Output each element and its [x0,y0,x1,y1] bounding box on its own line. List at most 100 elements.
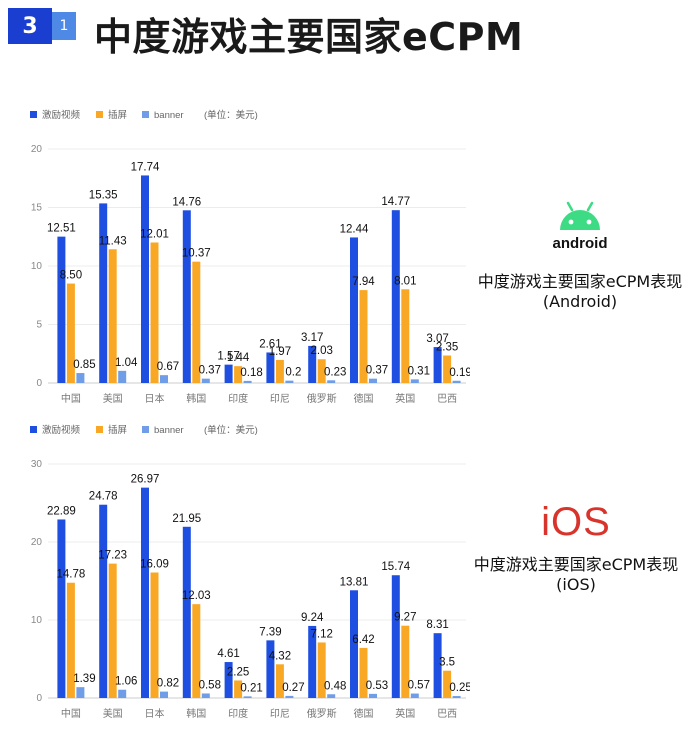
data-label-1-6: 2.03 [311,345,333,357]
ios-caption: 中度游戏主要国家eCPM表现 (iOS) [466,555,686,595]
data-label-0-3: 21.95 [172,513,201,525]
data-label-2-5: 0.2 [285,367,301,379]
legend-swatch-2 [142,426,149,433]
legend-swatch-0 [30,111,37,118]
x-tick-label: 日本 [145,707,165,720]
bar-2-4 [243,696,252,698]
x-tick-label: 俄罗斯 [307,392,337,405]
bar-1-6 [317,642,326,698]
y-tick-label: 5 [36,320,42,331]
ios-logo: iOS [541,500,611,544]
y-tick-label: 10 [31,261,43,272]
data-label-1-7: 6.42 [352,634,374,646]
bar-0-4 [224,364,233,383]
bar-1-7 [359,290,368,383]
bar-1-4 [234,680,243,698]
legend-swatch-0 [30,426,37,433]
bar-2-5 [285,695,294,698]
bar-0-4 [224,662,233,698]
bar-0-7 [350,237,358,383]
bar-1-1 [108,563,117,698]
data-label-1-3: 12.03 [182,590,211,602]
bar-0-3 [182,210,191,383]
x-tick-label: 巴西 [437,393,457,405]
data-label-2-8: 0.57 [408,680,430,692]
data-label-1-0: 8.50 [60,270,82,282]
data-label-2-9: 0.25 [449,682,470,694]
data-label-2-1: 1.06 [115,676,137,688]
bar-2-9 [452,380,461,383]
data-label-0-3: 14.76 [172,196,201,208]
x-tick-label: 巴西 [437,708,457,720]
legend-swatch-2 [142,111,149,118]
bar-2-2 [160,691,168,698]
bar-2-2 [160,375,168,383]
data-label-0-1: 15.35 [89,189,118,201]
bar-1-3 [192,261,201,383]
android-caption-platform: (Android) [542,292,618,311]
bar-2-1 [118,689,127,698]
data-label-0-0: 12.51 [47,223,76,235]
x-tick-label: 德国 [354,707,374,720]
y-tick-label: 0 [36,693,42,704]
bar-0-8 [391,575,400,698]
bar-0-6 [308,345,317,383]
data-label-1-1: 17.23 [98,550,127,562]
bar-2-9 [452,696,461,698]
data-label-1-0: 14.78 [57,569,86,581]
y-tick-label: 20 [31,144,43,155]
section-number-badge: 3 [8,8,52,44]
data-label-0-5: 7.39 [259,626,281,638]
data-label-2-4: 0.18 [240,367,262,379]
legend-unit-note: (单位：美元) [204,109,258,121]
bar-1-0 [66,283,75,383]
bar-0-3 [182,526,191,698]
x-tick-label: 日本 [145,392,165,405]
legend-label-2: banner [154,425,184,436]
bar-1-1 [108,249,117,383]
bar-1-5 [275,359,284,383]
data-label-2-2: 0.82 [157,678,179,690]
bar-0-9 [433,633,442,698]
android-logo-text: android [553,235,608,252]
bar-1-3 [192,604,201,698]
bar-0-1 [99,504,108,698]
y-tick-label: 30 [31,459,43,470]
bar-2-8 [410,693,419,698]
data-label-2-1: 1.04 [115,357,138,369]
data-label-1-4: 2.25 [227,666,249,678]
data-label-1-6: 7.12 [311,628,333,640]
android-ecpm-chart: 激励视频 插屏 banner (单位：美元) 0 5 10 15 20 12.51 8.50 0.85… [30,109,470,405]
bar-2-3 [201,693,210,698]
x-tick-label: 中国 [61,392,81,405]
bar-1-7 [359,647,368,698]
bar-2-3 [201,378,210,383]
android-caption-title: 中度游戏主要国家eCPM表现 [477,272,683,291]
data-label-0-7: 12.44 [340,223,369,235]
bar-1-2 [150,242,159,383]
bar-0-5 [266,640,275,698]
x-tick-label: 中国 [61,707,81,720]
data-label-2-7: 0.53 [366,680,388,692]
data-label-0-2: 26.97 [131,474,160,486]
ios-caption-title: 中度游戏主要国家eCPM表现 [473,555,679,574]
ios-ecpm-chart: 激励视频 插屏 banner (单位：美元) 0 10 20 30 22.89 14.78 1.39… [30,424,470,720]
bar-0-0 [57,519,66,698]
data-label-0-4: 4.61 [217,648,239,660]
data-label-2-6: 0.48 [324,680,346,692]
data-label-1-9: 2.35 [436,342,458,354]
sub-number-badge: 1 [52,12,76,40]
bar-1-9 [443,670,452,698]
data-label-2-5: 0.27 [282,682,304,694]
y-tick-label: 0 [36,378,42,389]
data-label-2-9: 0.19 [449,367,470,379]
bar-1-9 [443,355,452,383]
data-label-0-0: 22.89 [47,505,76,517]
data-label-1-3: 10.37 [182,248,211,260]
legend-label-0: 激励视频 [42,109,81,121]
bar-1-8 [401,625,410,698]
data-label-1-4: 1.44 [227,352,250,364]
data-label-2-8: 0.31 [408,365,430,377]
data-label-2-0: 1.39 [73,673,95,685]
data-label-1-2: 16.09 [140,558,169,570]
